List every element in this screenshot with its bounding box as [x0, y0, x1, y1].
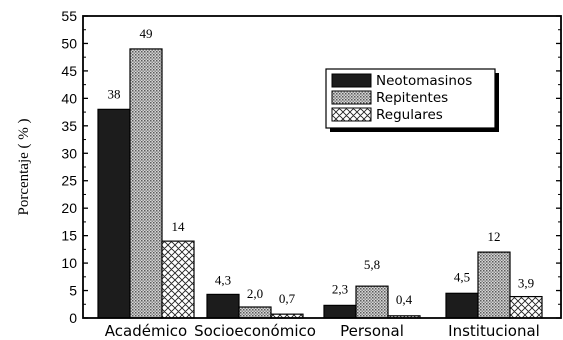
data-label: 12: [488, 229, 501, 244]
y-tick-label: 50: [61, 35, 77, 51]
bar-neotomasinos-1: [97, 108, 131, 319]
data-labels: 38 49 14 4,3 2,0 0,7 2,3 5,8 0,4 4,5 12 3,9: [108, 26, 535, 307]
legend-swatch-repitentes: [331, 90, 372, 105]
x-category-label: Socioeconómico: [194, 322, 316, 340]
bar-repitentes-1: [129, 48, 163, 319]
data-label: 0,7: [279, 291, 296, 306]
y-axis-title: Porcentaje ( % ): [16, 118, 32, 215]
y-tick-label: 20: [61, 200, 77, 216]
bar-repitentes-2: [238, 306, 272, 319]
legend-swatch-regulares: [331, 107, 372, 122]
data-label: 4,5: [454, 269, 470, 284]
data-label: 0,4: [396, 292, 413, 307]
y-tick-label: 40: [61, 90, 77, 106]
y-tick-label: 45: [61, 63, 77, 79]
y-tick-label: 35: [61, 118, 77, 134]
data-label: 2,3: [332, 281, 348, 296]
x-category-label: Institucional: [448, 322, 540, 340]
x-category-label: Académico: [105, 322, 187, 340]
data-label: 2,0: [247, 286, 263, 301]
y-tick-label: 5: [69, 283, 77, 299]
y-tick-label: 55: [61, 8, 77, 24]
legend-label-regulares: Regulares: [376, 107, 443, 123]
bars: [97, 48, 543, 319]
legend-label-neotomasinos: Neotomasinos: [376, 73, 472, 89]
y-axis-title-group: Porcentaje ( % ): [16, 118, 32, 215]
bar-neotomasinos-3: [323, 304, 357, 319]
data-label: 14: [172, 219, 186, 234]
y-tick-label: 25: [61, 173, 77, 189]
bar-repitentes-4: [477, 251, 511, 319]
data-label: 38: [108, 86, 121, 101]
y-tick-label: 15: [61, 228, 77, 244]
data-label: 49: [140, 26, 153, 41]
bar-repitentes-3: [355, 285, 389, 319]
data-label: 3,9: [518, 276, 534, 291]
x-axis-categories: Académico Socioeconómico Personal Instituci…: [105, 322, 540, 340]
legend-swatch-neotomasinos: [331, 73, 372, 88]
legend-label-repitentes: Repitentes: [376, 90, 448, 106]
y-tick-label: 10: [61, 255, 77, 271]
y-axis-ticks: 0 5 10 15 20 25 30 35 40 45 50 55: [61, 8, 561, 326]
bar-regulares-4: [509, 295, 543, 319]
data-label: 4,3: [215, 272, 231, 287]
y-tick-label: 30: [61, 145, 77, 161]
x-category-label: Personal: [340, 322, 404, 340]
bar-neotomasinos-2: [206, 293, 240, 319]
plot-frame: [82, 15, 562, 319]
data-label: 5,8: [364, 257, 380, 272]
bar-regulares-1: [161, 240, 195, 319]
bar-neotomasinos-4: [445, 292, 479, 319]
y-tick-label: 0: [69, 310, 77, 326]
